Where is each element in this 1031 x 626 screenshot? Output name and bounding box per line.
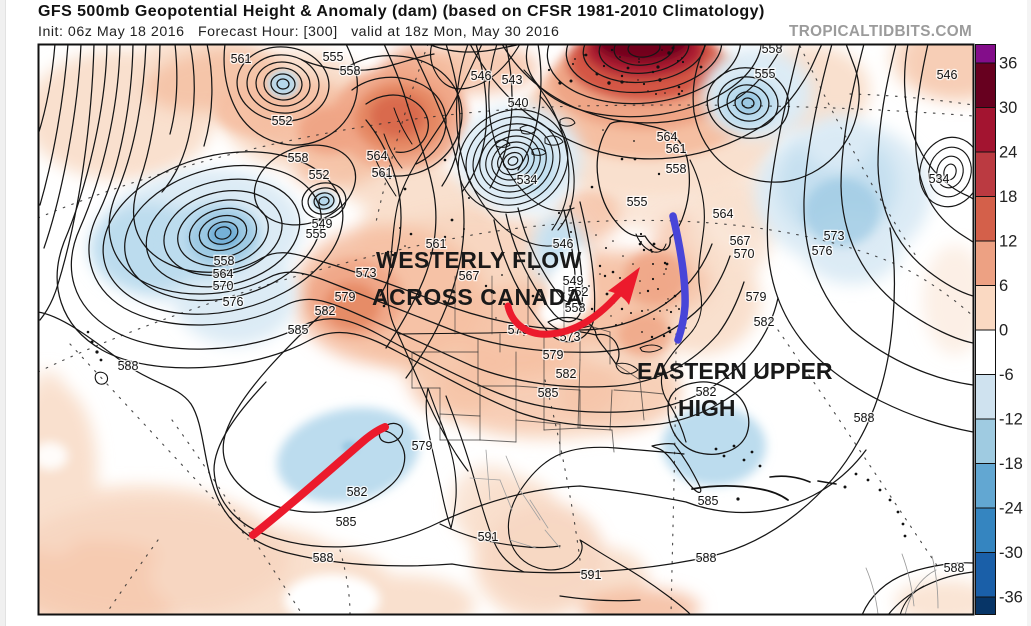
svg-text:588: 588 (118, 359, 139, 373)
svg-text:579: 579 (412, 439, 433, 453)
svg-text:561: 561 (666, 142, 687, 156)
svg-text:588: 588 (696, 551, 717, 565)
svg-text:6: 6 (999, 277, 1008, 295)
svg-text:588: 588 (944, 561, 965, 575)
svg-text:567: 567 (459, 269, 480, 283)
svg-text:570: 570 (213, 279, 234, 293)
svg-text:561: 561 (426, 237, 447, 251)
svg-text:552: 552 (568, 285, 589, 299)
svg-text:582: 582 (556, 367, 577, 381)
svg-text:585: 585 (288, 323, 309, 337)
svg-text:EASTERN UPPER: EASTERN UPPER (637, 358, 833, 384)
svg-text:534: 534 (929, 172, 950, 186)
svg-text:579: 579 (543, 348, 564, 362)
svg-text:0: 0 (999, 322, 1008, 340)
svg-text:558: 558 (340, 64, 361, 78)
svg-text:HIGH: HIGH (678, 395, 736, 421)
svg-text:570: 570 (734, 247, 755, 261)
svg-text:564: 564 (657, 130, 678, 144)
svg-text:24: 24 (999, 144, 1017, 162)
svg-text:558: 558 (565, 301, 586, 315)
svg-text:12: 12 (999, 233, 1017, 251)
svg-text:579: 579 (335, 290, 356, 304)
svg-text:567: 567 (730, 234, 751, 248)
svg-text:561: 561 (231, 52, 252, 66)
svg-text:-18: -18 (999, 455, 1023, 473)
svg-text:-36: -36 (999, 589, 1023, 607)
svg-text:543: 543 (502, 73, 523, 87)
svg-text:540: 540 (508, 96, 529, 110)
svg-text:558: 558 (288, 151, 309, 165)
svg-text:582: 582 (315, 304, 336, 318)
svg-text:546: 546 (937, 68, 958, 82)
svg-text:591: 591 (581, 568, 602, 582)
svg-text:552: 552 (309, 168, 330, 182)
svg-text:555: 555 (627, 195, 648, 209)
svg-text:555: 555 (306, 227, 327, 241)
svg-text:534: 534 (517, 173, 538, 187)
svg-text:555: 555 (323, 50, 344, 64)
svg-text:591: 591 (478, 530, 499, 544)
svg-text:30: 30 (999, 99, 1017, 117)
svg-text:564: 564 (713, 207, 734, 221)
svg-text:585: 585 (336, 515, 357, 529)
svg-text:-24: -24 (999, 500, 1023, 518)
svg-text:36: 36 (999, 55, 1017, 73)
svg-text:588: 588 (854, 411, 875, 425)
svg-text:573: 573 (356, 266, 377, 280)
svg-text:579: 579 (746, 290, 767, 304)
svg-text:585: 585 (698, 494, 719, 508)
svg-text:576: 576 (223, 295, 244, 309)
svg-text:549: 549 (563, 274, 584, 288)
svg-text:WESTERLY FLOW: WESTERLY FLOW (376, 247, 582, 273)
svg-text:552: 552 (272, 114, 293, 128)
svg-text:582: 582 (754, 315, 775, 329)
svg-text:582: 582 (347, 485, 368, 499)
svg-text:-12: -12 (999, 411, 1023, 429)
svg-text:585: 585 (538, 386, 559, 400)
svg-text:558: 558 (762, 42, 783, 56)
svg-text:558: 558 (214, 254, 235, 268)
svg-text:576: 576 (812, 244, 833, 258)
svg-text:-6: -6 (999, 366, 1014, 384)
svg-text:588: 588 (313, 551, 334, 565)
svg-text:555: 555 (755, 67, 776, 81)
svg-text:564: 564 (213, 267, 234, 281)
svg-text:546: 546 (553, 237, 574, 251)
svg-text:558: 558 (666, 162, 687, 176)
svg-text:549: 549 (312, 217, 333, 231)
svg-text:18: 18 (999, 188, 1017, 206)
svg-text:582: 582 (696, 385, 717, 399)
svg-text:573: 573 (824, 229, 845, 243)
svg-text:546: 546 (471, 69, 492, 83)
svg-text:ACROSS CANADA: ACROSS CANADA (372, 284, 583, 310)
svg-text:564: 564 (367, 149, 388, 163)
svg-text:-30: -30 (999, 544, 1023, 562)
svg-text:561: 561 (372, 166, 393, 180)
